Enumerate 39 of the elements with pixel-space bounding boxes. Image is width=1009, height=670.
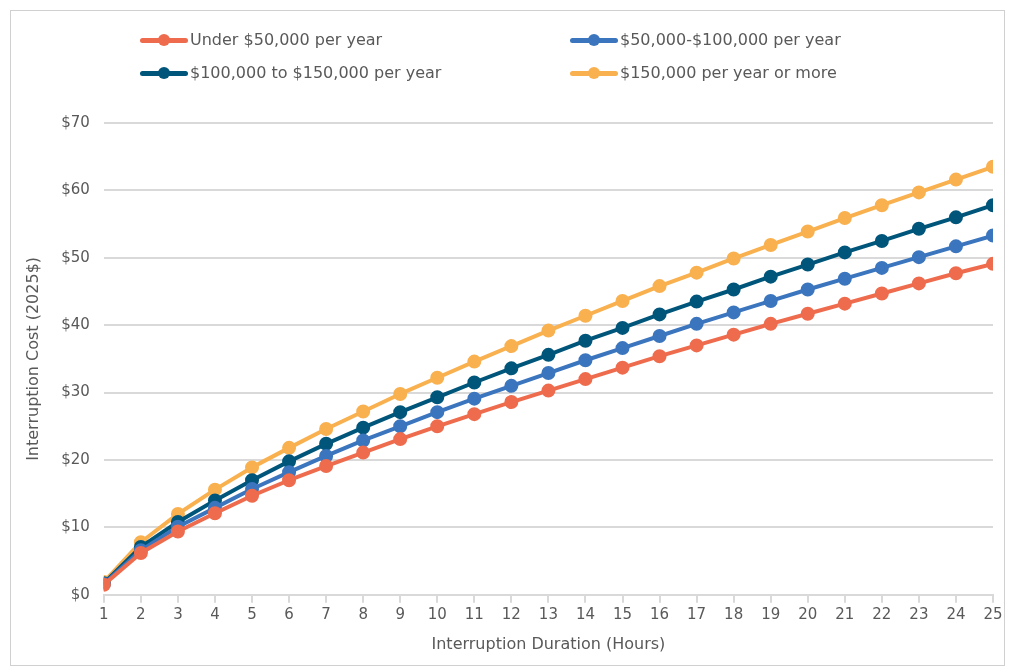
x-tick-label: 9	[395, 604, 405, 623]
x-tick-label: 7	[321, 604, 331, 623]
y-tick-label: $10	[61, 517, 90, 536]
y-tick-label: $0	[70, 584, 90, 603]
x-tick-label: 19	[761, 604, 781, 623]
x-tick-label: 25	[983, 604, 1003, 623]
x-tick-label: 6	[284, 604, 294, 623]
y-tick-label: $50	[61, 247, 90, 266]
y-tick-label: $60	[61, 180, 90, 199]
x-tick-label: 2	[136, 604, 146, 623]
x-tick-label: 24	[946, 604, 966, 623]
x-axis-title: Interruption Duration (Hours)	[431, 633, 666, 653]
x-tick-label: 12	[501, 604, 521, 623]
x-tick-label: 17	[687, 604, 707, 623]
x-tick-label: 10	[427, 604, 447, 623]
x-tick-label: 21	[835, 604, 855, 623]
legend-label: Under $50,000 per year	[190, 30, 383, 49]
legend-label: $100,000 to $150,000 per year	[190, 63, 442, 82]
y-axis-title: Interruption Cost (2025$)	[22, 256, 42, 461]
x-tick-label: 5	[247, 604, 257, 623]
x-tick-label: 22	[872, 604, 892, 623]
x-tick-label: 13	[538, 604, 558, 623]
x-tick-label: 11	[464, 604, 484, 623]
x-tick-label: 14	[575, 604, 596, 623]
x-tick-label: 3	[173, 604, 183, 623]
x-tick-label: 8	[358, 604, 368, 623]
y-tick-label: $30	[61, 382, 90, 401]
x-tick-label: 16	[650, 604, 670, 623]
x-tick-label: 15	[612, 604, 633, 623]
y-tick-label: $40	[61, 315, 90, 334]
x-tick-label: 4	[210, 604, 220, 623]
x-tick-label: 23	[909, 604, 929, 623]
legend-label: $150,000 per year or more	[620, 63, 837, 82]
legend-label: $50,000-$100,000 per year	[620, 30, 841, 49]
x-tick-label: 18	[724, 604, 744, 623]
y-tick-label: $20	[61, 449, 90, 468]
x-tick-label: 1	[99, 604, 109, 623]
y-tick-label: $70	[61, 112, 90, 131]
x-tick-label: 20	[798, 604, 818, 623]
